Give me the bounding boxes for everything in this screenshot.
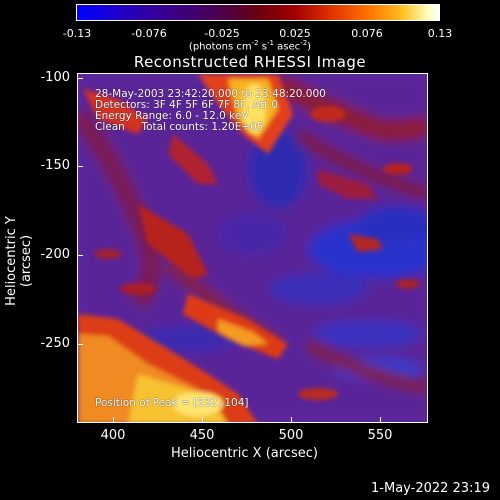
total-counts-label: Clean Total counts: 1.20E+05 [95,121,264,133]
x-tick-mark [380,417,381,423]
x-tick-label: 550 [367,428,393,443]
y-tick-label: -100 [40,70,70,85]
y-axis-label: Heliocentric Y (arcsec) [4,216,34,306]
y-tick-label: -200 [40,247,70,262]
x-tick-mark [291,417,292,423]
plot-datestamp: 1-May-2022 23:19 [371,481,490,496]
energy-range-label: Energy Range: 6.0 - 12.0 keV [95,110,249,122]
x-tick-mark [202,417,203,423]
image-title: Reconstructed RHESSI Image [133,53,367,71]
y-tick-label: -250 [40,336,70,351]
y-tick-mark [77,255,83,256]
colorbar-tick-label: -0.025 [204,27,240,40]
colorbar-tick-label: -0.076 [131,27,167,40]
y-tick-mark [77,78,83,79]
colorbar-unit-label: (photons cm-2 s-1 asec-2) [188,39,312,53]
rhessi-image [78,74,427,422]
detectors-label: Detectors: 3F 4F 5F 6F 7F 8F, Att 0 [95,99,279,111]
x-axis-label: Heliocentric X (arcsec) [171,446,318,461]
colorbar-tick-label: 0.13 [427,27,453,40]
x-tick-mark [113,417,114,423]
y-tick-mark [77,344,83,345]
y-tick-label: -150 [40,158,70,173]
peak-position-label: Position of Peak = [532,-104] [95,397,249,409]
y-tick-mark [77,166,83,167]
colorbar-tick-label: 0.076 [351,27,383,40]
colorbar [76,4,440,21]
x-tick-label: 450 [189,428,215,443]
colorbar-tick-label: -0.13 [62,27,92,40]
x-tick-label: 500 [278,428,304,443]
observation-time-range: 28-May-2003 23:42:20.000 to 23:48:20.000 [95,88,326,100]
colorbar-tick-label: 0.025 [279,27,311,40]
rhessi-image-plot: 28-May-2003 23:42:20.000 to 23:48:20.000… [77,73,428,423]
x-tick-label: 400 [100,428,126,443]
